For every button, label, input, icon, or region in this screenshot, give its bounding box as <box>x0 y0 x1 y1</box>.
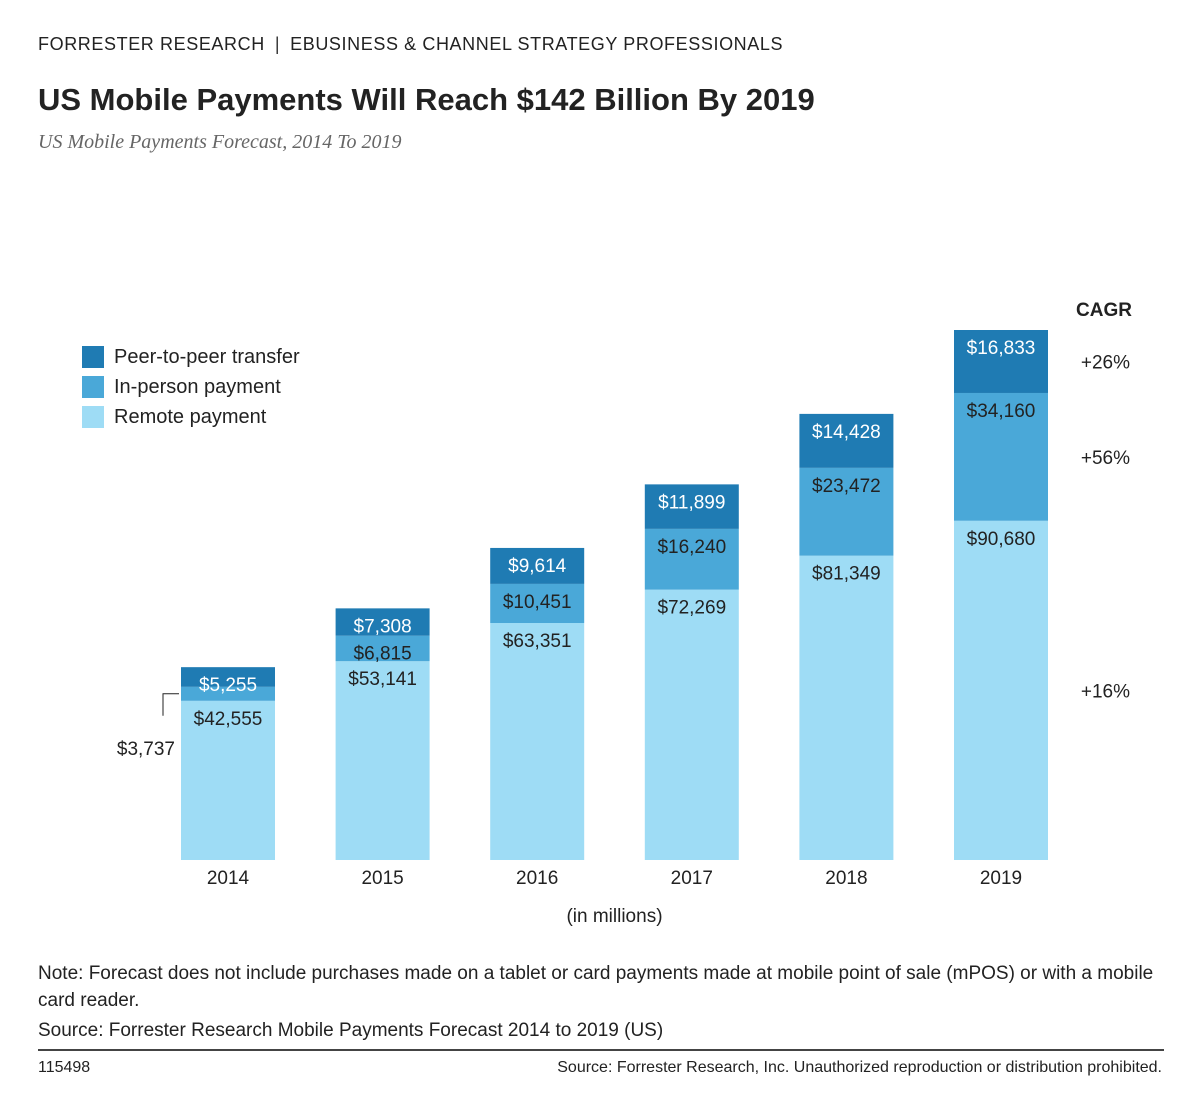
bar-p2p-2014 <box>181 667 275 687</box>
bar-in_person-2019 <box>954 392 1048 521</box>
bar-remote-2014 <box>181 700 275 860</box>
data-label-p2p-2019: $16,833 <box>967 338 1036 359</box>
cagr-value-p2p: +26% <box>1081 352 1130 373</box>
x-tick-label-2017: 2017 <box>671 868 713 889</box>
chart-legend: Peer-to-peer transfer In-person payment … <box>82 342 300 432</box>
footer-id: 115498 <box>38 1059 91 1076</box>
chart-source: Source: Forrester Research Mobile Paymen… <box>38 1020 664 1041</box>
data-label-remote-2014: $42,555 <box>194 709 263 730</box>
header-audience: EBUSINESS & CHANNEL STRATEGY PROFESSIONA… <box>290 34 784 54</box>
bar-in_person-2017 <box>644 528 739 590</box>
cagr-value-in_person: +56% <box>1081 448 1130 469</box>
data-label-remote-2018: $81,349 <box>812 564 881 585</box>
chart-note: Note: Forecast does not include purchase… <box>38 963 1154 1011</box>
x-axis-label: (in millions) <box>566 906 662 927</box>
data-label-in_person-2017: $16,240 <box>657 537 726 558</box>
data-label-remote-2017: $72,269 <box>657 598 726 619</box>
x-tick-label-2016: 2016 <box>516 868 558 889</box>
stacked-bar-chart: $42,555 $3,737 $5,255 2014 $53,141 $6,815 $7,3… <box>117 300 1132 927</box>
legend-swatch-remote <box>82 406 104 428</box>
bar-remote-2017 <box>644 589 739 860</box>
data-label-in_person-2015: $6,815 <box>354 644 412 665</box>
x-tick-label-2018: 2018 <box>825 868 867 889</box>
bar-in_person-2016 <box>490 583 585 624</box>
x-tick-label-2015: 2015 <box>361 868 403 889</box>
legend-label-in-person: In-person payment <box>114 375 281 398</box>
data-label-in_person-2014: $3,737 <box>117 739 175 760</box>
header-separator: | <box>274 34 281 54</box>
cagr-header: CAGR <box>1076 300 1132 321</box>
bar-remote-2016 <box>490 623 585 860</box>
footer-copyright: Source: Forrester Research, Inc. Unautho… <box>557 1059 1162 1076</box>
bar-p2p-2019 <box>954 330 1048 393</box>
legend-label-remote: Remote payment <box>114 405 267 428</box>
x-tick-label-2019: 2019 <box>980 868 1022 889</box>
bar-in_person-2014 <box>181 686 275 701</box>
legend-swatch-p2p <box>82 346 104 368</box>
data-label-p2p-2014: $5,255 <box>199 675 257 696</box>
data-label-p2p-2016: $9,614 <box>508 556 567 577</box>
bar-remote-2019 <box>954 520 1048 860</box>
bar-p2p-2016 <box>490 547 585 584</box>
legend-item-p2p: Peer-to-peer transfer <box>82 342 300 372</box>
footer-divider <box>38 1049 1164 1051</box>
bar-p2p-2018 <box>799 413 894 468</box>
bar-in_person-2018 <box>799 467 894 556</box>
x-tick-label-2014: 2014 <box>207 868 250 889</box>
data-label-in_person-2016: $10,451 <box>503 592 572 613</box>
bar-p2p-2015 <box>335 608 430 636</box>
data-label-remote-2019: $90,680 <box>967 529 1036 550</box>
report-header: FORRESTER RESEARCH | EBUSINESS & CHANNEL S… <box>38 34 783 55</box>
chart-subtitle: US Mobile Payments Forecast, 2014 To 201… <box>38 131 402 153</box>
data-label-in_person-2019: $34,160 <box>967 401 1036 422</box>
legend-label-p2p: Peer-to-peer transfer <box>114 345 300 368</box>
data-label-p2p-2017: $11,899 <box>658 492 725 513</box>
chart-title: US Mobile Payments Will Reach $142 Billi… <box>38 82 815 117</box>
bar-remote-2018 <box>799 555 894 860</box>
bar-in_person-2015 <box>335 635 430 662</box>
cagr-value-remote: +16% <box>1081 681 1130 702</box>
bar-remote-2015 <box>335 661 430 860</box>
bar-p2p-2017 <box>644 484 739 529</box>
legend-swatch-in-person <box>82 376 104 398</box>
legend-item-remote: Remote payment <box>82 402 300 432</box>
leader-line-in_person-2014 <box>162 693 179 716</box>
data-label-p2p-2018: $14,428 <box>812 422 881 443</box>
legend-item-in-person: In-person payment <box>82 372 300 402</box>
header-org: FORRESTER RESEARCH <box>38 34 265 54</box>
data-label-in_person-2018: $23,472 <box>812 476 881 497</box>
data-label-remote-2016: $63,351 <box>503 631 572 652</box>
data-label-remote-2015: $53,141 <box>348 669 417 690</box>
data-label-p2p-2015: $7,308 <box>354 616 412 637</box>
